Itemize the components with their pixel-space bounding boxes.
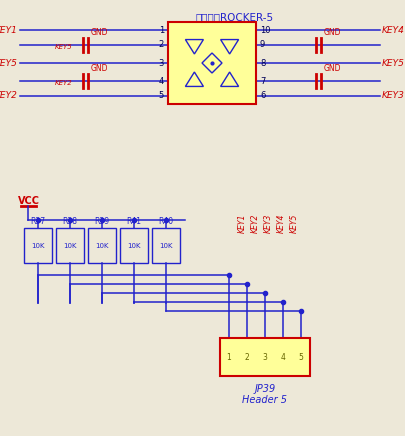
Bar (151, 228, 179, 263)
Text: KEY5: KEY5 (381, 58, 404, 68)
Text: 1: 1 (158, 26, 164, 35)
Text: KEY5: KEY5 (55, 44, 73, 50)
Text: 8: 8 (259, 58, 265, 68)
Bar (88, 228, 116, 263)
Text: KEY4: KEY4 (276, 214, 285, 233)
Bar (120, 228, 148, 263)
Text: GND: GND (323, 64, 341, 73)
Text: 3: 3 (158, 58, 164, 68)
Text: GND: GND (323, 28, 341, 37)
Text: KEY3: KEY3 (381, 91, 404, 100)
Text: 9: 9 (259, 41, 264, 49)
Bar (168, 22, 256, 104)
Bar (220, 338, 309, 376)
Text: KEY1: KEY1 (0, 26, 18, 35)
Text: 2: 2 (158, 41, 164, 49)
Text: KEY5: KEY5 (0, 58, 18, 68)
Text: 10K: 10K (63, 242, 77, 249)
Text: 2: 2 (244, 352, 249, 361)
Text: 5: 5 (158, 91, 164, 100)
Text: KEY2: KEY2 (55, 80, 73, 86)
Bar (24, 228, 52, 263)
Text: 7: 7 (259, 77, 265, 85)
Text: JP39: JP39 (254, 384, 275, 394)
Text: R37: R37 (30, 217, 45, 226)
Text: 五向摇杆ROCKER-5: 五向摇杆ROCKER-5 (196, 12, 273, 22)
Text: 4: 4 (158, 77, 164, 85)
Text: 4: 4 (280, 352, 285, 361)
Text: 5: 5 (298, 352, 303, 361)
Bar (56, 228, 84, 263)
Text: 10: 10 (259, 26, 270, 35)
Text: GND: GND (91, 64, 108, 73)
Text: R41: R41 (126, 217, 141, 226)
Text: 10K: 10K (31, 242, 45, 249)
Text: 10K: 10K (127, 242, 141, 249)
Text: GND: GND (91, 28, 108, 37)
Text: KEY1: KEY1 (237, 214, 246, 233)
Text: KEY3: KEY3 (263, 214, 272, 233)
Text: R39: R39 (94, 217, 109, 226)
Text: KEY2: KEY2 (0, 91, 18, 100)
Text: Header 5: Header 5 (242, 395, 287, 405)
Text: 1: 1 (226, 352, 231, 361)
Text: 3: 3 (262, 352, 267, 361)
Text: 6: 6 (259, 91, 265, 100)
Text: KEY2: KEY2 (250, 214, 259, 233)
Text: KEY5: KEY5 (289, 214, 298, 233)
Text: R38: R38 (62, 217, 77, 226)
Text: R40: R40 (158, 217, 173, 226)
Text: 10K: 10K (95, 242, 109, 249)
Text: VCC: VCC (18, 196, 40, 206)
Text: 10K: 10K (159, 242, 172, 249)
Text: KEY4: KEY4 (381, 26, 404, 35)
